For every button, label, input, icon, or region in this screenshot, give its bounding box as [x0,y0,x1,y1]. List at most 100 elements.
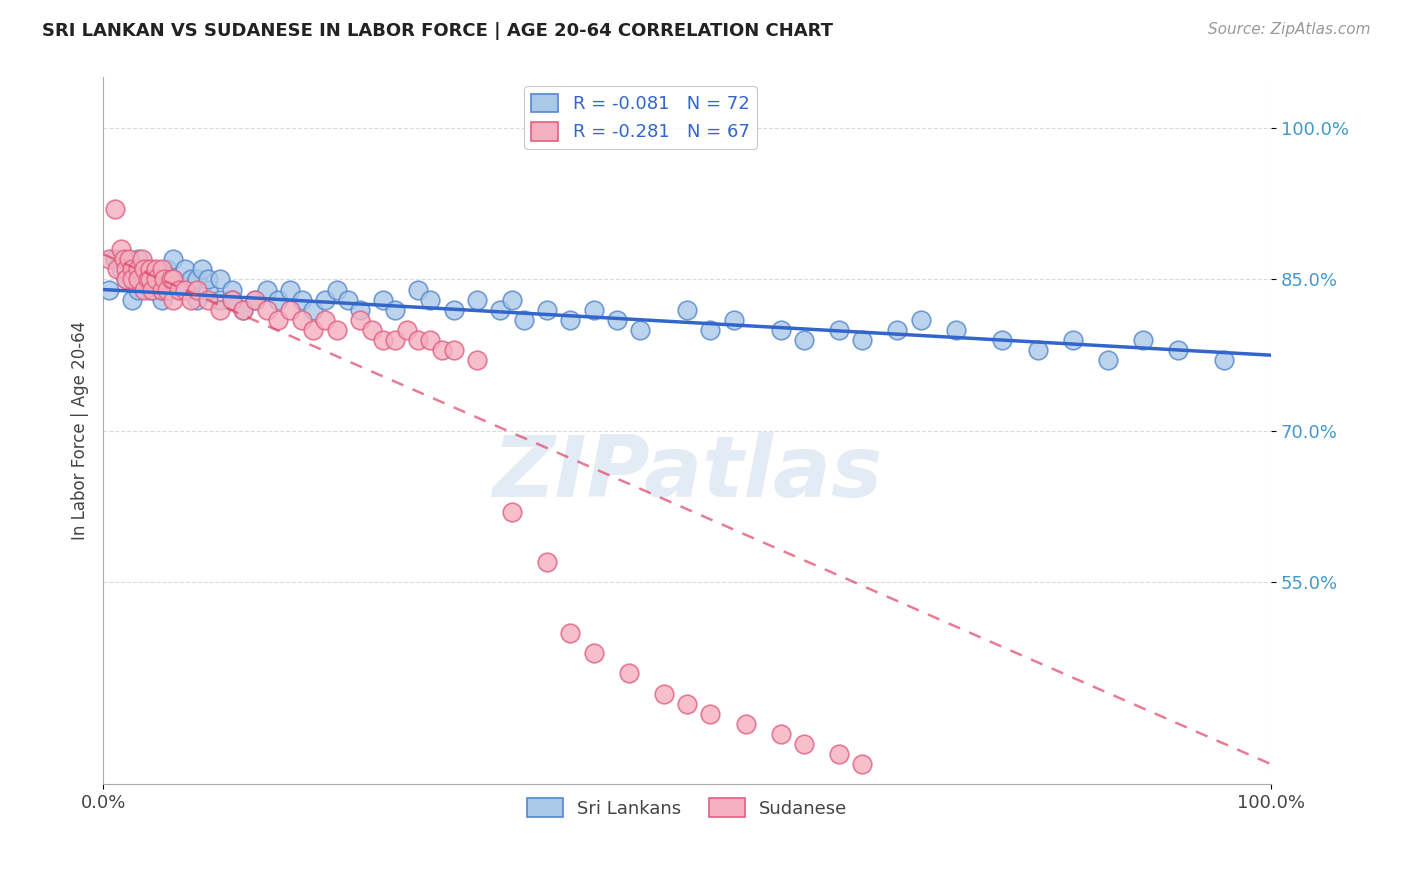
Point [373,333,395,347]
Point [291,313,314,327]
Point [652,687,675,701]
Point [173,262,195,277]
Point [769,323,792,337]
Point [221,293,243,307]
Point [278,302,301,317]
Point [536,302,558,317]
Point [360,323,382,337]
Point [104,202,127,216]
Legend: Sri Lankans, Sudanese: Sri Lankans, Sudanese [520,791,855,825]
Point [325,323,347,337]
Point [910,313,932,327]
Point [991,333,1014,347]
Point [408,283,430,297]
Point [197,272,219,286]
Point [127,272,149,286]
Point [512,313,534,327]
Point [232,302,254,317]
Point [419,293,441,307]
Point [98,283,121,297]
Point [443,302,465,317]
Point [536,555,558,569]
Point [828,323,851,337]
Point [302,323,325,337]
Point [197,283,219,297]
Point [769,727,792,741]
Point [186,272,208,286]
Point [582,646,605,660]
Point [395,323,418,337]
Point [384,302,406,317]
Point [208,302,231,317]
Point [723,313,745,327]
Point [291,293,314,307]
Point [167,283,190,297]
Point [373,293,395,307]
Point [162,293,184,307]
Point [167,283,190,297]
Point [267,313,290,327]
Point [560,313,582,327]
Point [243,293,266,307]
Point [110,262,132,277]
Point [443,343,465,358]
Point [118,252,141,267]
Point [141,283,163,297]
Point [132,283,155,297]
Point [699,706,721,721]
Point [156,262,179,277]
Point [115,272,138,286]
Point [208,272,231,286]
Point [243,293,266,307]
Point [153,272,176,286]
Point [1097,353,1119,368]
Point [105,262,128,277]
Point [180,293,202,307]
Point [886,323,908,337]
Point [430,343,453,358]
Point [501,505,523,519]
Point [104,252,127,267]
Point [851,333,873,347]
Point [221,283,243,297]
Point [501,293,523,307]
Point [314,293,336,307]
Point [191,262,214,277]
Point [582,302,605,317]
Point [186,293,208,307]
Point [465,293,488,307]
Point [132,272,155,286]
Point [1132,333,1154,347]
Point [145,262,167,277]
Point [160,272,183,286]
Point [131,252,153,267]
Point [115,272,138,286]
Y-axis label: In Labor Force | Age 20-64: In Labor Force | Age 20-64 [72,321,89,541]
Point [136,272,159,286]
Point [132,262,155,277]
Point [1167,343,1189,358]
Point [121,272,143,286]
Point [302,302,325,317]
Point [162,272,184,286]
Point [162,252,184,267]
Point [278,283,301,297]
Point [186,283,208,297]
Point [173,283,195,297]
Point [127,252,149,267]
Point [676,697,699,711]
Point [180,272,202,286]
Point [150,262,173,277]
Point [699,323,721,337]
Point [337,293,360,307]
Point [110,242,132,256]
Point [628,323,651,337]
Point [325,283,347,297]
Point [150,293,173,307]
Point [465,353,488,368]
Point [945,323,967,337]
Text: Source: ZipAtlas.com: Source: ZipAtlas.com [1208,22,1371,37]
Point [139,283,162,297]
Point [150,283,173,297]
Point [408,333,430,347]
